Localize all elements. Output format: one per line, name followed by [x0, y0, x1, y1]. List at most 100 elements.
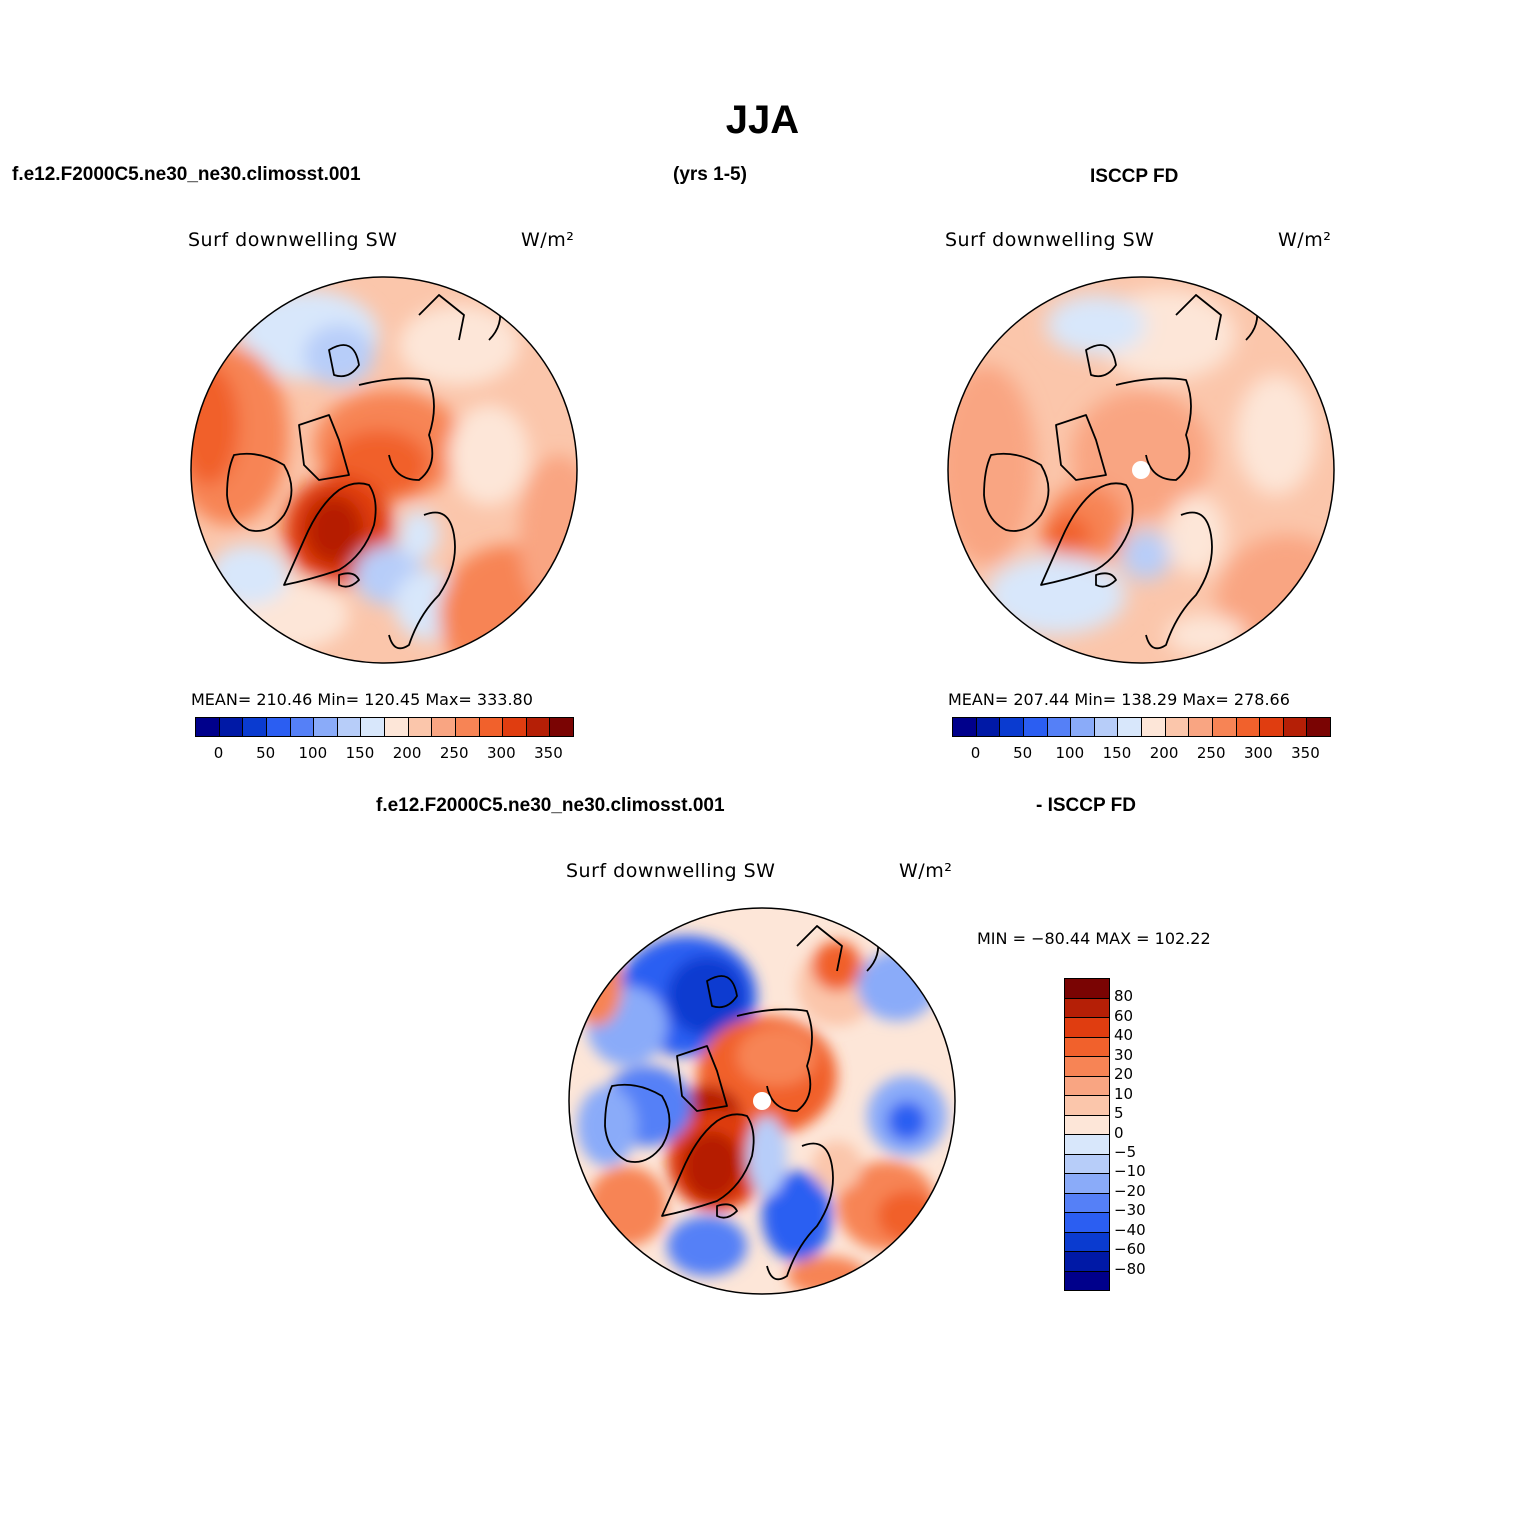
colorbar-tick-label: 350	[1291, 744, 1320, 762]
diff-colorbar	[1064, 978, 1110, 1291]
obs-panel-units: W/m²	[1278, 229, 1332, 251]
colorbar-tick-label: 40	[1114, 1026, 1134, 1045]
colorbar-tick-label: −80	[1114, 1259, 1146, 1278]
colorbar-tick-label: 300	[486, 744, 516, 762]
years-label: (yrs 1-5)	[673, 164, 747, 185]
colorbar-tick-label: 300	[1243, 744, 1273, 762]
colorbar-swatch	[1047, 718, 1072, 736]
colorbar-tick-label: −60	[1114, 1240, 1146, 1259]
colorbar-swatch	[1065, 1154, 1109, 1174]
colorbar-tick-label: 100	[1055, 744, 1085, 762]
colorbar-tick-label: 200	[1149, 744, 1179, 762]
colorbar-swatch	[1065, 998, 1109, 1018]
colorbar-swatch	[385, 718, 409, 736]
obs-label: ISCCP FD	[1090, 166, 1179, 187]
colorbar-swatch	[290, 718, 315, 736]
diff-case-label: f.e12.F2000C5.ne30_ne30.climosst.001	[376, 795, 725, 816]
colorbar-swatch	[1094, 718, 1119, 736]
colorbar-swatch	[1065, 1135, 1109, 1155]
colorbar-tick-label: 20	[1114, 1065, 1134, 1084]
colorbar-tick-label: 50	[256, 744, 276, 762]
colorbar-swatch	[550, 718, 573, 736]
colorbar-tick-label: 150	[345, 744, 375, 762]
model-colorbar	[195, 717, 574, 737]
obs-panel-title: Surf downwelling SW	[945, 229, 1155, 251]
colorbar-tick-label: 50	[1013, 744, 1033, 762]
colorbar-tick-label: 30	[1114, 1045, 1134, 1064]
colorbar-swatch	[1065, 1096, 1109, 1116]
colorbar-swatch	[1065, 1213, 1109, 1233]
colorbar-swatch	[1071, 718, 1095, 736]
colorbar-swatch	[243, 718, 267, 736]
colorbar-tick-label: 250	[439, 744, 469, 762]
colorbar-swatch	[1065, 1232, 1109, 1252]
colorbar-swatch	[266, 718, 291, 736]
model-polar-map	[190, 276, 578, 664]
colorbar-swatch	[1236, 718, 1261, 736]
colorbar-tick-label: 150	[1102, 744, 1132, 762]
colorbar-swatch	[1260, 718, 1284, 736]
colorbar-swatch	[1065, 1271, 1109, 1290]
colorbar-swatch	[314, 718, 338, 736]
colorbar-swatch	[1212, 718, 1237, 736]
colorbar-swatch	[1307, 718, 1330, 736]
page-title: JJA	[725, 98, 800, 142]
obs-polar-map	[947, 276, 1335, 664]
colorbar-swatch	[1000, 718, 1024, 736]
colorbar-tick-label: 10	[1114, 1084, 1134, 1103]
colorbar-swatch	[361, 718, 385, 736]
colorbar-swatch	[432, 718, 456, 736]
colorbar-swatch	[1189, 718, 1213, 736]
colorbar-swatch	[976, 718, 1001, 736]
colorbar-swatch	[408, 718, 433, 736]
diff-stats: MIN = −80.44 MAX = 102.22	[977, 929, 1211, 948]
obs-colorbar	[952, 717, 1331, 737]
colorbar-tick-label: −5	[1114, 1142, 1137, 1161]
colorbar-swatch	[219, 718, 244, 736]
colorbar-tick-label: −40	[1114, 1220, 1146, 1239]
colorbar-swatch	[1118, 718, 1142, 736]
obs-stats: MEAN= 207.44 Min= 138.29 Max= 278.66	[948, 690, 1290, 709]
colorbar-tick-label: 100	[298, 744, 328, 762]
colorbar-swatch	[455, 718, 480, 736]
colorbar-swatch	[953, 718, 977, 736]
colorbar-swatch	[1142, 718, 1166, 736]
model-panel-title: Surf downwelling SW	[188, 229, 398, 251]
colorbar-swatch	[1283, 718, 1308, 736]
model-panel-units: W/m²	[521, 229, 575, 251]
colorbar-tick-label: 0	[1114, 1123, 1124, 1142]
colorbar-tick-label: 5	[1114, 1104, 1124, 1123]
colorbar-tick-label: −10	[1114, 1162, 1146, 1181]
colorbar-tick-label: 60	[1114, 1006, 1134, 1025]
colorbar-tick-label: 0	[213, 744, 224, 762]
colorbar-swatch	[1065, 1057, 1109, 1077]
colorbar-tick-label: 350	[534, 744, 563, 762]
colorbar-swatch	[1065, 1076, 1109, 1096]
colorbar-swatch	[503, 718, 527, 736]
colorbar-tick-label: −20	[1114, 1181, 1146, 1200]
colorbar-swatch	[1065, 1174, 1109, 1194]
colorbar-swatch	[1165, 718, 1190, 736]
model-case-label: f.e12.F2000C5.ne30_ne30.climosst.001	[12, 164, 361, 185]
colorbar-swatch	[1065, 1252, 1109, 1272]
model-stats: MEAN= 210.46 Min= 120.45 Max= 333.80	[191, 690, 533, 709]
diff-obs-label: - ISCCP FD	[1036, 795, 1136, 816]
colorbar-tick-label: −30	[1114, 1201, 1146, 1220]
colorbar-tick-label: 250	[1196, 744, 1226, 762]
colorbar-swatch	[1065, 1037, 1109, 1057]
diff-panel-title: Surf downwelling SW	[566, 860, 776, 882]
colorbar-swatch	[1065, 1115, 1109, 1135]
colorbar-swatch	[196, 718, 220, 736]
colorbar-swatch	[526, 718, 551, 736]
colorbar-swatch	[1065, 979, 1109, 999]
colorbar-swatch	[337, 718, 362, 736]
diff-panel-units: W/m²	[899, 860, 953, 882]
colorbar-swatch	[479, 718, 504, 736]
colorbar-tick-label: 80	[1114, 987, 1134, 1006]
diff-polar-map	[568, 907, 956, 1295]
colorbar-swatch	[1065, 1018, 1109, 1038]
colorbar-tick-label: 200	[392, 744, 422, 762]
colorbar-swatch	[1065, 1193, 1109, 1213]
colorbar-tick-label: 0	[970, 744, 981, 762]
colorbar-swatch	[1023, 718, 1048, 736]
